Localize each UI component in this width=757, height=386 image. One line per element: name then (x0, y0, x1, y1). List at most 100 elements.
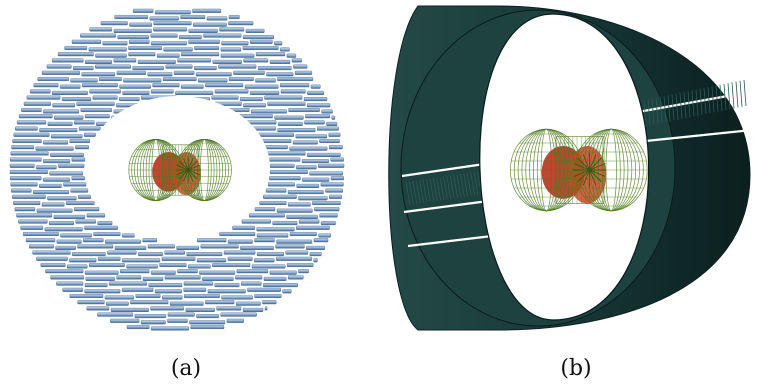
slat (83, 238, 104, 243)
slat (56, 239, 82, 244)
slat (309, 252, 322, 257)
slat (276, 208, 313, 213)
slat (268, 157, 301, 162)
slat (35, 146, 74, 151)
slat (228, 76, 254, 81)
slat (54, 115, 84, 120)
slat (307, 103, 331, 108)
slat (179, 35, 202, 40)
slat (130, 300, 169, 305)
slat (280, 89, 306, 94)
slat (13, 200, 41, 205)
slat (69, 294, 104, 299)
slat (11, 188, 32, 193)
slat (12, 194, 46, 199)
slat (110, 307, 149, 312)
slat (29, 244, 54, 249)
slat (183, 287, 207, 292)
slat (23, 101, 51, 106)
slat (219, 231, 256, 236)
slat (30, 89, 51, 94)
slat (33, 190, 69, 195)
slat (116, 275, 142, 280)
slat (84, 114, 110, 119)
slat (39, 128, 78, 133)
slat (180, 14, 206, 19)
slat-ring-diagram (9, 8, 345, 331)
slat (43, 109, 80, 114)
slat (198, 78, 228, 83)
slat (92, 95, 118, 100)
slat (214, 283, 240, 288)
slat (248, 213, 285, 218)
slat (69, 138, 91, 143)
slat (275, 244, 305, 249)
slat (95, 64, 131, 69)
slat (13, 132, 50, 137)
slat (329, 194, 342, 199)
slat (80, 107, 113, 112)
slat (15, 126, 38, 131)
slat (88, 47, 127, 52)
slat (236, 269, 269, 274)
slat (180, 84, 204, 89)
slat (169, 301, 204, 306)
slat (152, 83, 180, 88)
slat (249, 39, 273, 44)
slat (86, 306, 110, 311)
slat (63, 182, 87, 187)
hatch (743, 79, 747, 107)
focal-ray (582, 169, 591, 186)
slat (241, 219, 271, 224)
slat (296, 225, 330, 230)
slat (41, 202, 65, 207)
slat (190, 325, 225, 330)
slat (153, 27, 187, 32)
panel-gap (407, 234, 493, 248)
hatch (470, 172, 475, 196)
hatch (446, 175, 452, 200)
slat (206, 16, 228, 21)
hatch (466, 172, 472, 197)
slat (274, 41, 283, 46)
slat (276, 239, 313, 244)
hatch (473, 171, 479, 196)
slat (287, 263, 314, 268)
slat (193, 22, 227, 27)
slat (242, 46, 279, 51)
hatch (405, 181, 411, 206)
slat (50, 152, 84, 157)
slat (302, 177, 330, 182)
slat (185, 307, 215, 312)
slat (72, 252, 106, 257)
slat (221, 41, 249, 46)
slat (276, 256, 312, 261)
hatch (647, 99, 651, 126)
slat (164, 250, 185, 255)
slat (265, 145, 288, 150)
slat (205, 300, 235, 305)
slat (121, 287, 154, 292)
focal-ray (582, 154, 591, 171)
focal-ray (178, 169, 189, 180)
slat (122, 258, 161, 263)
slat (256, 227, 295, 232)
slat (177, 58, 212, 63)
slat (128, 52, 156, 57)
slat (264, 306, 268, 311)
slat (272, 221, 298, 226)
slat (254, 238, 275, 243)
slat (220, 312, 257, 317)
slat (45, 269, 84, 274)
focal-ray (589, 157, 602, 171)
slat (65, 200, 95, 205)
slat (64, 46, 88, 51)
slat (154, 289, 182, 294)
slat (97, 221, 113, 226)
hatch (412, 180, 418, 205)
slat (292, 140, 318, 145)
slat (85, 276, 115, 281)
slat (11, 145, 35, 150)
slat (319, 213, 338, 218)
slat (267, 101, 306, 106)
